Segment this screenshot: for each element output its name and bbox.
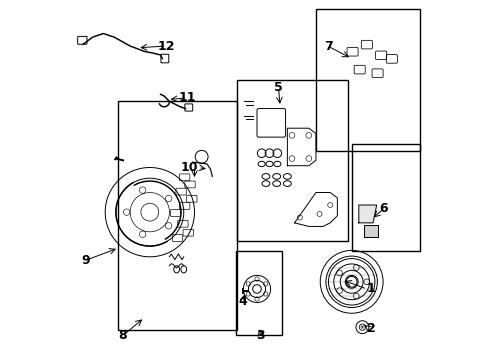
Bar: [315, 9, 419, 152]
Polygon shape: [364, 225, 378, 237]
Text: 6: 6: [379, 202, 387, 215]
Text: 8: 8: [119, 329, 127, 342]
Text: 4: 4: [238, 295, 246, 308]
Text: 12: 12: [157, 40, 174, 53]
Bar: [351, 144, 419, 251]
Bar: [237, 80, 347, 241]
Circle shape: [346, 276, 356, 287]
Text: 5: 5: [273, 81, 282, 94]
Polygon shape: [358, 205, 376, 223]
Text: 3: 3: [256, 329, 264, 342]
Bar: [118, 102, 237, 330]
Text: 2: 2: [366, 322, 375, 335]
Text: 1: 1: [366, 283, 375, 296]
Text: 7: 7: [324, 40, 332, 53]
Bar: [235, 251, 282, 336]
Text: 11: 11: [178, 91, 196, 104]
Text: 10: 10: [180, 161, 198, 174]
Text: 9: 9: [81, 254, 90, 267]
